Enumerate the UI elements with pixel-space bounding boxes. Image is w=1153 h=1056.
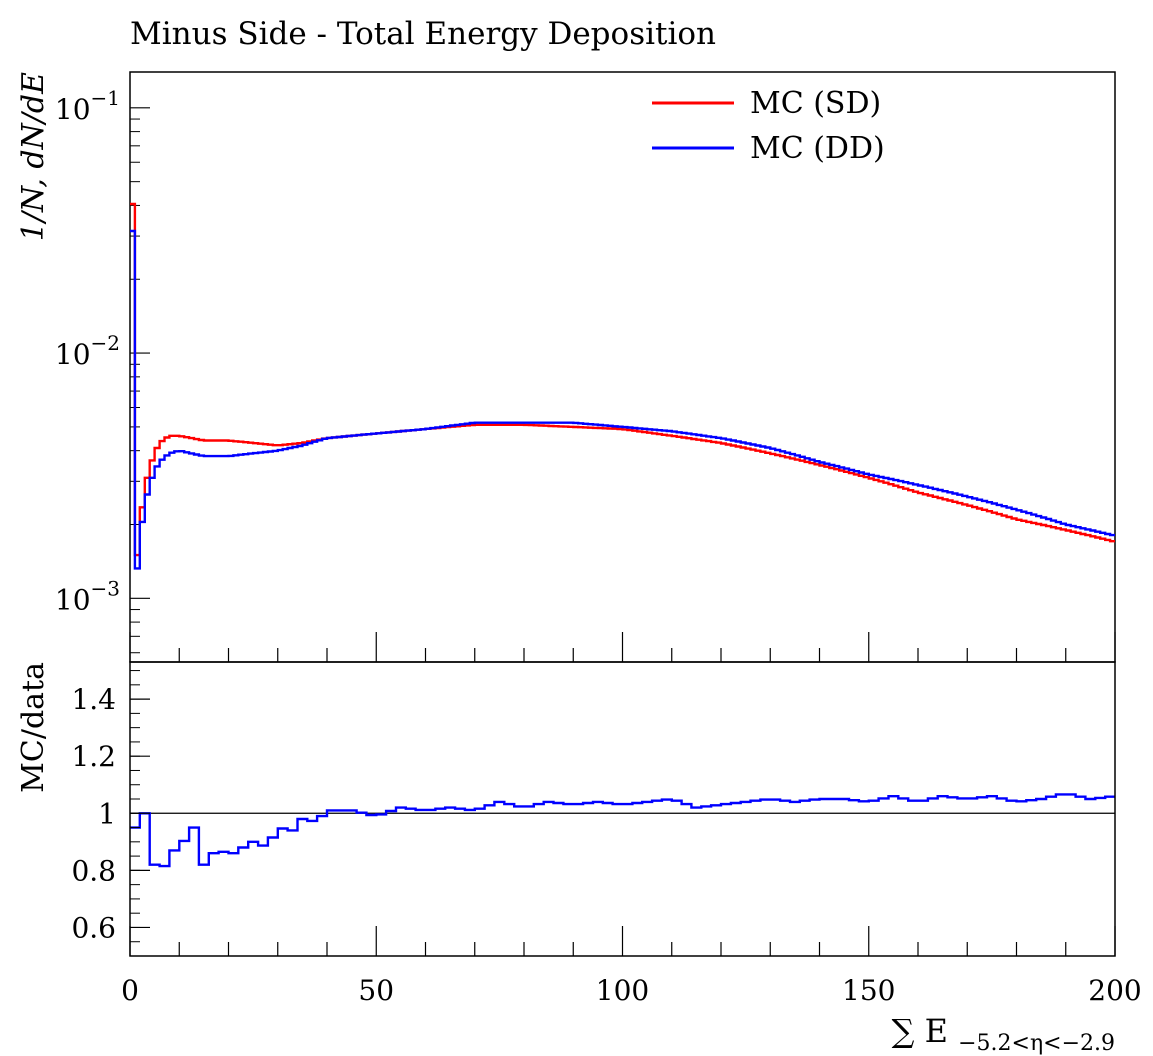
main-frame (129, 71, 1116, 663)
xtick-label: 200 (1088, 974, 1141, 1007)
xtick-label: 150 (842, 974, 895, 1007)
main-ytick-label: 10−2 (55, 331, 120, 371)
main-ylabel: 1/N, dN/dE (16, 72, 51, 241)
main-ytick-label-base: 10 (55, 93, 91, 126)
ratio-panel: 0.6 0.8 1 1.2 1.4 MC/data (16, 661, 1116, 957)
legend: MC (SD) MC (DD) (652, 86, 885, 166)
ratio-ytick-label: 1.4 (71, 683, 116, 716)
main-ytick-label-base: 10 (55, 338, 91, 371)
ratio-line-mc-dd (130, 793, 1115, 868)
ratio-frame (129, 661, 1116, 957)
x-axis: 0 50 100 150 200 (121, 974, 1142, 1007)
ratio-series-group (130, 793, 1115, 868)
chart-title: Minus Side - Total Energy Deposition (130, 16, 716, 52)
ratio-ylabel: MC/data (16, 662, 51, 793)
main-series-group (130, 202, 1115, 570)
main-ytick-label-base: 10 (55, 583, 91, 616)
main-ytick-label-exp: −2 (91, 331, 120, 355)
xtick-label: 50 (358, 974, 394, 1007)
legend-label-mc-sd: MC (SD) (750, 86, 881, 121)
x-axis-label-subscript: −5.2<η<−2.9 (958, 1031, 1115, 1056)
legend-label-mc-dd: MC (DD) (750, 131, 885, 166)
series-line-mc-sd (130, 202, 1115, 557)
main-ytick-label: 10−3 (55, 576, 120, 616)
ratio-ytick-label: 1 (98, 797, 116, 830)
ratio-axis-ticks: 0.6 0.8 1 1.2 1.4 (71, 670, 1116, 956)
ratio-ytick-label: 0.6 (71, 911, 116, 944)
xtick-label: 100 (596, 974, 649, 1007)
main-ytick-label-exp: −3 (91, 576, 120, 600)
main-ytick-label-exp: −1 (91, 86, 120, 110)
x-axis-label-main: ∑ E (892, 1012, 948, 1050)
series-line-mc-dd (130, 229, 1115, 570)
main-axis-ticks: 10−110−210−3 (55, 86, 1116, 662)
ratio-ytick-label: 0.8 (71, 854, 116, 887)
main-panel: 10−110−210−3 1/N, dN/dE MC (SD) MC (DD) (16, 71, 1116, 663)
x-axis-label: ∑ E −5.2<η<−2.9 (892, 1012, 1115, 1056)
ratio-ytick-label: 1.2 (71, 740, 116, 773)
xtick-label: 0 (121, 974, 139, 1007)
main-ytick-label: 10−1 (55, 86, 120, 126)
